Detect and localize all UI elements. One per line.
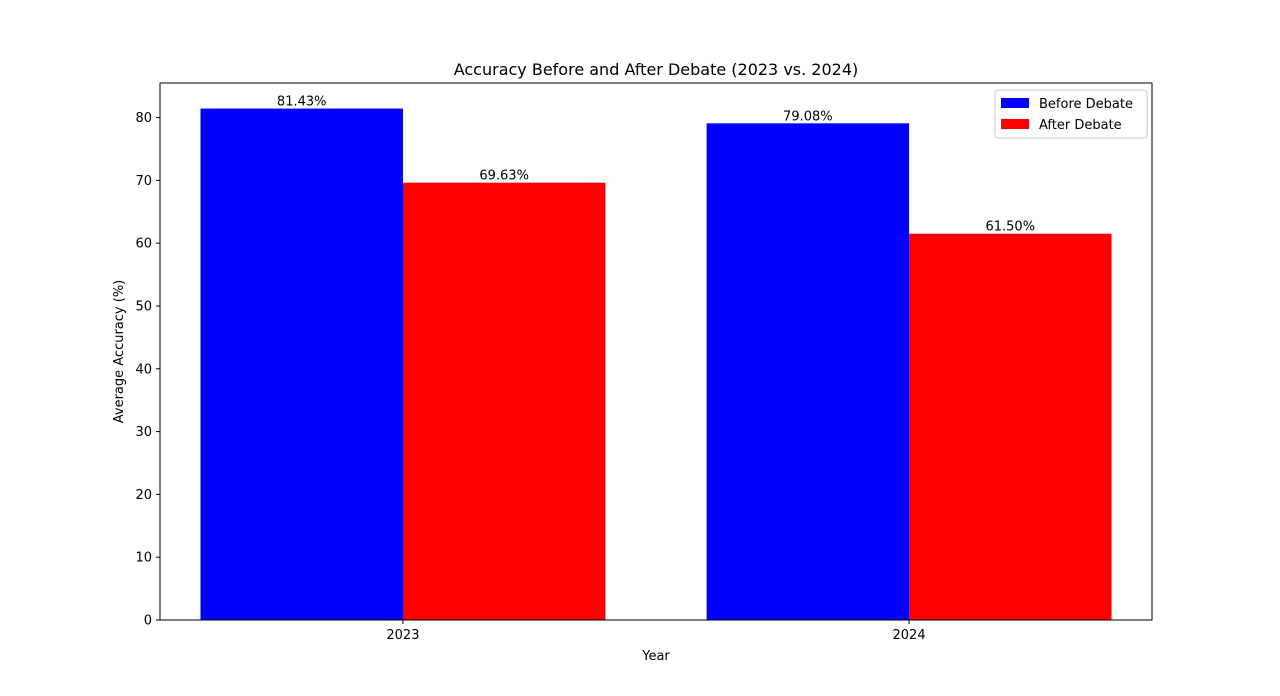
y-tick-label: 30 [135,425,152,440]
bar-value-label: 79.08% [783,109,833,124]
x-axis-label: Year [641,649,670,664]
x-tick-label: 2023 [386,628,419,643]
bar-value-labels: 81.43% 79.08% 69.63% 61.50% [277,95,1035,235]
y-tick-label: 50 [135,299,152,314]
legend-label: After Debate [1039,118,1122,133]
legend-swatch [1001,98,1029,108]
legend-label: Before Debate [1039,97,1133,112]
y-tick-label: 40 [135,362,152,377]
bar-value-label: 61.50% [985,220,1035,235]
y-axis-label: Average Accuracy (%) [112,280,127,424]
x-tick-label: 2024 [893,628,926,643]
bar-before-debate-2024 [706,123,910,620]
bar-after-debate-2024 [909,233,1112,620]
y-tick-label: 10 [135,551,152,566]
legend-swatch [1001,119,1029,129]
y-tick-label: 20 [135,488,152,503]
y-axis: 0 10 20 30 40 50 60 70 80 [135,111,160,629]
bar-before-debate-2023 [200,108,403,621]
bar-value-label: 81.43% [277,95,327,110]
y-tick-label: 60 [135,237,152,252]
plot-frame [159,82,1153,621]
y-tick-label: 0 [144,614,152,629]
y-tick-label: 70 [135,174,152,189]
x-axis: 2023 2024 [386,620,926,643]
axes-layer [159,82,1153,621]
legend-items: Before Debate After Debate [1001,97,1133,133]
y-tick-label: 80 [135,111,152,126]
bar-value-label: 69.63% [479,169,529,184]
chart-title: Accuracy Before and After Debate (2023 v… [454,60,859,79]
bar-after-debate-2023 [402,182,606,620]
legend: Before Debate After Debate [994,89,1148,139]
legend-box [994,89,1148,139]
bars-layer [200,108,1112,621]
